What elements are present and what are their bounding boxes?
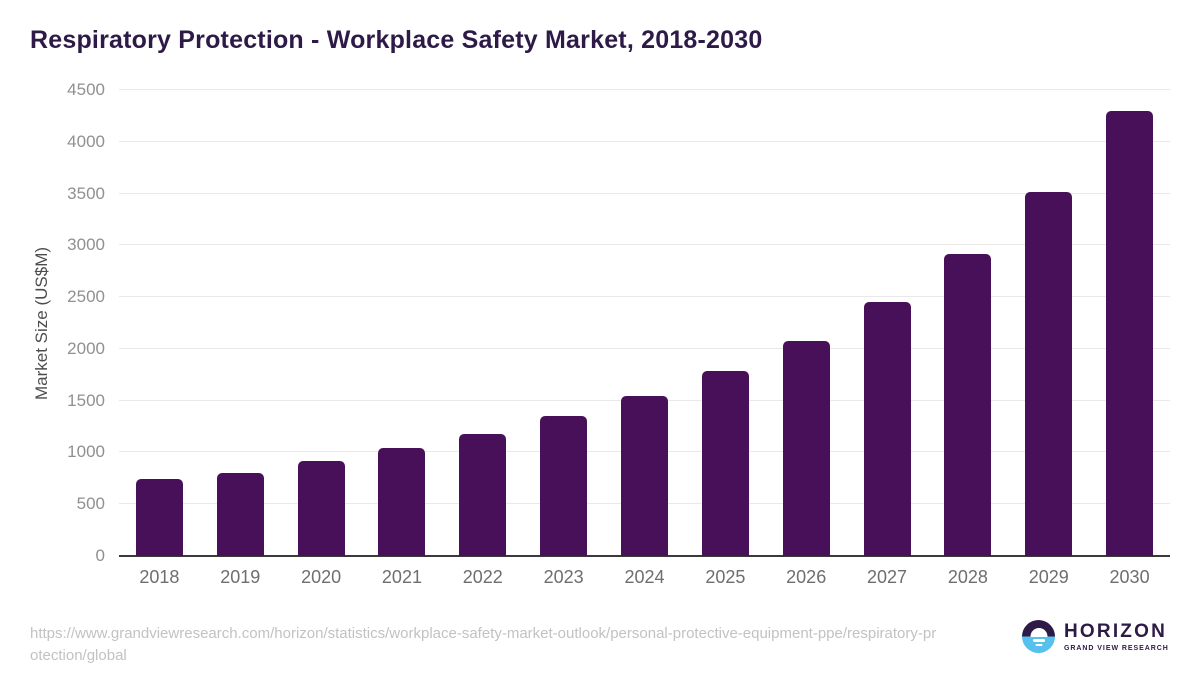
bar-2025[interactable] xyxy=(701,370,749,556)
sun-reflection-line xyxy=(1035,643,1042,646)
x-tick-label-2025: 2025 xyxy=(705,567,746,587)
bar-2020[interactable] xyxy=(297,460,345,556)
bar-2027[interactable] xyxy=(863,302,911,556)
bar-2023[interactable] xyxy=(540,416,588,556)
gridline-4500 xyxy=(119,89,1170,90)
bar-2021[interactable] xyxy=(378,448,426,556)
x-tick-label-2019: 2019 xyxy=(220,567,261,587)
x-tick-label-2027: 2027 xyxy=(867,567,908,587)
y-tick-label-500: 500 xyxy=(76,494,105,514)
sun-reflection-line xyxy=(1032,639,1045,642)
x-tick-label-2028: 2028 xyxy=(947,567,988,587)
y-tick-label-2000: 2000 xyxy=(67,338,105,358)
x-tick-label-2026: 2026 xyxy=(786,567,827,587)
x-tick-label-2030: 2030 xyxy=(1109,567,1150,587)
y-tick-label-4000: 4000 xyxy=(67,131,105,151)
logo-text: HORIZON GRAND VIEW RESEARCH xyxy=(1064,622,1169,652)
y-tick-label-0: 0 xyxy=(95,546,105,565)
gridline-3000 xyxy=(119,244,1170,246)
y-tick-label-3500: 3500 xyxy=(67,183,105,203)
source-url: https://www.grandviewresearch.com/horizo… xyxy=(30,625,937,664)
logo-title: HORIZON xyxy=(1064,620,1168,642)
plot-area: 0 500 1000 1500 2000 2500 3000 3500 4000 4500 2018… xyxy=(67,80,1170,587)
gridline-2000 xyxy=(119,347,1170,349)
x-tick-label-2020: 2020 xyxy=(301,567,342,587)
bar-2019[interactable] xyxy=(216,472,264,556)
bar-2022[interactable] xyxy=(459,433,507,556)
x-tick-label-2021: 2021 xyxy=(381,567,422,587)
y-axis-title: Market Size (US$M) xyxy=(32,246,51,400)
sun-glyph xyxy=(1030,628,1047,637)
x-tick-label-2022: 2022 xyxy=(462,567,503,587)
gridline-2500 xyxy=(119,296,1170,298)
gridline-4000 xyxy=(119,140,1170,142)
y-tick-label-2500: 2500 xyxy=(67,287,105,307)
gridline-3500 xyxy=(119,192,1170,194)
bar-2024[interactable] xyxy=(621,396,668,556)
y-tick-label-4500: 4500 xyxy=(67,80,105,99)
x-tick-label-2024: 2024 xyxy=(624,567,665,587)
bar-2029[interactable] xyxy=(1025,192,1073,556)
bar-2018[interactable] xyxy=(135,478,183,556)
x-axis-line xyxy=(119,555,1170,557)
horizon-sun-icon xyxy=(1022,620,1055,653)
bar-2030[interactable] xyxy=(1106,110,1154,556)
y-tick-label-1000: 1000 xyxy=(67,442,105,462)
bar-2026[interactable] xyxy=(782,340,830,556)
x-tick-label-2018: 2018 xyxy=(139,567,180,587)
x-tick-label-2029: 2029 xyxy=(1028,567,1069,587)
logo-subtitle: GRAND VIEW RESEARCH xyxy=(1064,644,1169,652)
horizon-logo: HORIZON GRAND VIEW RESEARCH xyxy=(1022,620,1169,653)
bar-2028[interactable] xyxy=(944,253,992,556)
chart-title: Respiratory Protection - Workplace Safet… xyxy=(30,26,763,54)
x-tick-label-2023: 2023 xyxy=(543,567,584,587)
y-tick-label-3000: 3000 xyxy=(67,235,105,255)
y-tick-label-1500: 1500 xyxy=(67,390,105,410)
